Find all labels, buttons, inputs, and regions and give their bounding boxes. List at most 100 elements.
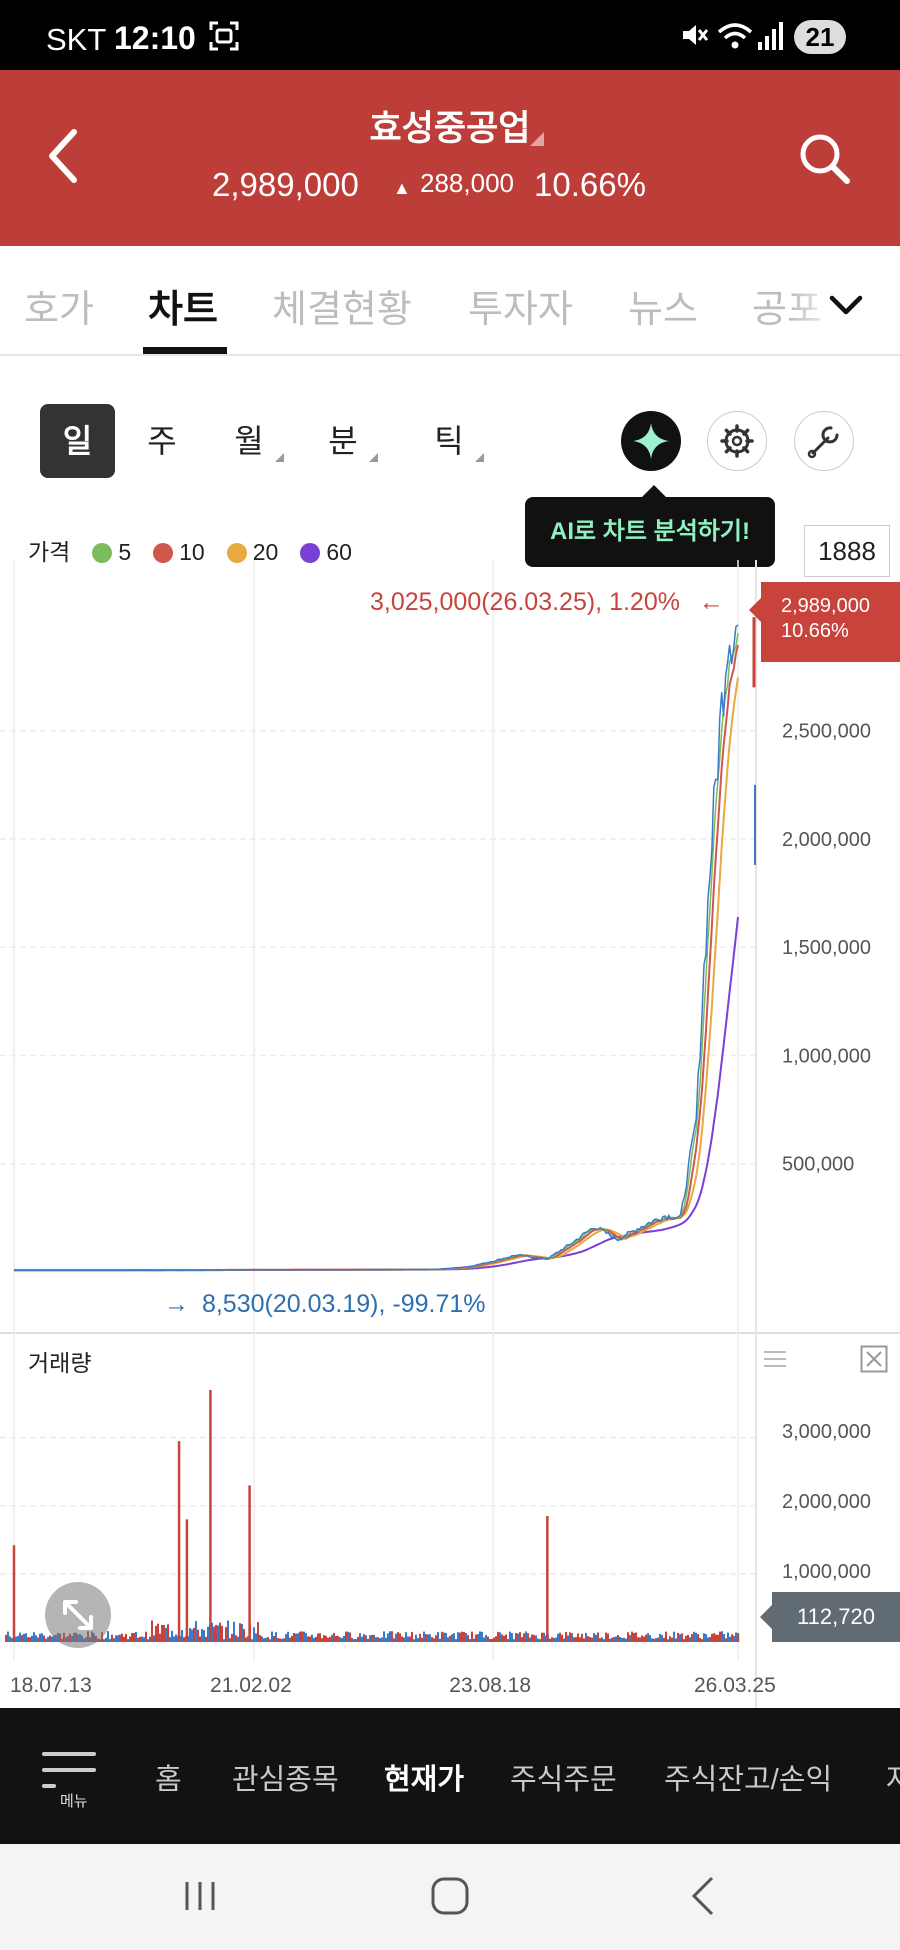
close-icon[interactable] — [860, 1345, 888, 1373]
nav-stock-order[interactable]: 주식주문 — [510, 1764, 617, 1796]
fullscreen-button[interactable] — [45, 1582, 111, 1648]
chevron-down-icon[interactable] — [826, 290, 866, 320]
battery-icon: 21 — [794, 20, 846, 54]
legend-ma20-dot — [226, 543, 247, 563]
hamburger-icon — [42, 1752, 96, 1788]
status-bar: SKT 12:10 21 — [0, 0, 900, 70]
legend-price-label: 가격 — [28, 539, 71, 565]
up-triangle-icon: ▲ — [393, 178, 411, 198]
legend-ma10-label: 10 — [179, 539, 205, 565]
ma20-line — [13, 677, 739, 1272]
back-icon[interactable] — [684, 1874, 724, 1918]
x-tick-label: 18.07.13 — [10, 1674, 92, 1697]
nav-more[interactable]: 자 — [886, 1764, 900, 1796]
system-navigation-bar — [0, 1844, 900, 1950]
stock-name[interactable]: 효성중공업 — [369, 109, 531, 148]
period-week-label: 주 — [147, 423, 177, 459]
dropdown-corner-icon — [275, 453, 284, 462]
tab-trades[interactable]: 체결현황 — [272, 289, 412, 331]
dropdown-corner-icon — [369, 453, 378, 462]
x-tick-label: 26.03.25 — [694, 1674, 776, 1697]
ai-analysis-button[interactable] — [621, 411, 681, 471]
legend-ma20-label: 20 — [252, 539, 279, 565]
volume-y-tick: 1,000,000 — [782, 1561, 871, 1583]
price-tag-value: 2,989,000 — [781, 595, 870, 617]
period-week-button[interactable]: 주 — [132, 404, 192, 478]
x-tick-label: 21.02.02 — [210, 1674, 292, 1697]
current-price-tag: 2,989,000 10.66% — [761, 582, 900, 662]
tab-investors[interactable]: 투자자 — [468, 289, 573, 331]
legend-ma60-dot — [300, 543, 321, 563]
screenshot-icon — [209, 21, 239, 51]
dropdown-corner-icon — [475, 453, 484, 462]
low-annotation-text: 8,530(20.03.19), -99.71% — [201, 1290, 486, 1318]
nav-balance[interactable]: 주식잔고/손익 — [664, 1764, 833, 1796]
period-tick-label: 틱 — [434, 423, 464, 459]
menu-button[interactable] — [40, 1748, 100, 1808]
tabs-fade — [790, 246, 900, 354]
price-tag-rate: 10.66% — [781, 620, 849, 642]
active-tab-indicator — [143, 347, 227, 354]
tab-orderbook[interactable]: 호가 — [24, 289, 94, 331]
period-tick-button[interactable]: 틱 — [418, 404, 484, 478]
volume-tag-notch — [760, 1605, 772, 1629]
tooltip-arrow — [641, 485, 667, 498]
chart-settings-button[interactable] — [707, 411, 767, 471]
period-month-button[interactable]: 월 — [218, 404, 284, 478]
stock-header: 효성중공업 2,989,000 ▲ 288,000 10.66% — [0, 70, 900, 246]
search-icon[interactable] — [796, 130, 852, 186]
price-tag-notch — [749, 598, 761, 622]
nav-current-price[interactable]: 현재가 — [384, 1764, 465, 1796]
x-tick-label: 23.08.18 — [449, 1674, 531, 1697]
period-day-button[interactable]: 일 — [40, 404, 115, 478]
signal-icon — [758, 22, 783, 50]
price-change: 288,000 — [420, 168, 514, 198]
visible-candle-count[interactable]: 1888 — [804, 525, 890, 577]
period-month-label: 월 — [234, 423, 264, 459]
drag-handle-icon[interactable] — [762, 1348, 788, 1370]
chart-legend: 가격 5 10 20 60 — [28, 533, 352, 567]
legend-ma5-dot — [92, 543, 113, 563]
legend-ma10-dot — [153, 543, 174, 563]
back-arrow-icon[interactable] — [44, 126, 84, 186]
price-chart[interactable]: 500,000 1,000,000 1,500,000 2,000,000 2,500,… — [0, 0, 900, 1708]
home-icon[interactable] — [428, 1874, 472, 1918]
volume-y-tick: 2,000,000 — [782, 1491, 871, 1513]
clock: 12:10 — [114, 20, 196, 56]
high-annotation-text: 3,025,000(26.03.25), 1.20% — [370, 588, 680, 616]
nav-home[interactable]: 홈 — [155, 1764, 182, 1796]
sparkle-icon — [633, 423, 669, 459]
current-volume-tag: 112,720 — [772, 1592, 900, 1642]
carrier-label: SKT — [46, 22, 107, 57]
volume-title: 거래량 — [28, 1350, 92, 1376]
nav-watchlist[interactable]: 관심종목 — [232, 1764, 339, 1796]
wrench-icon — [807, 426, 839, 459]
gear-icon — [720, 424, 754, 458]
recent-apps-icon[interactable] — [180, 1876, 220, 1916]
mute-icon — [683, 25, 709, 45]
low-annotation: → 8,530(20.03.19), -99.71% — [164, 1290, 486, 1319]
ma10-line — [13, 644, 739, 1272]
wifi-icon — [717, 23, 753, 49]
tab-news[interactable]: 뉴스 — [628, 289, 698, 331]
tab-chart[interactable]: 차트 — [148, 289, 218, 331]
expand-icon — [63, 1600, 93, 1630]
price-y-tick: 1,000,000 — [782, 1045, 871, 1067]
period-minute-label: 분 — [328, 423, 358, 459]
left-arrow-icon: ← — [698, 588, 724, 616]
price-y-tick: 2,000,000 — [782, 829, 871, 851]
price-y-tick: 500,000 — [782, 1154, 854, 1176]
stock-select-caret-icon[interactable] — [530, 132, 544, 146]
price-y-tick: 2,500,000 — [782, 721, 871, 743]
ai-tooltip[interactable]: AI로 차트 분석하기! — [525, 497, 775, 567]
right-arrow-icon: → — [164, 1290, 189, 1318]
period-minute-button[interactable]: 분 — [312, 404, 378, 478]
ma60-line — [13, 916, 739, 1272]
current-price: 2,989,000 — [212, 166, 359, 203]
detail-tabs: 호가 차트 체결현황 투자자 뉴스 공포 — [0, 246, 900, 356]
volume-y-tick: 3,000,000 — [782, 1421, 871, 1443]
legend-ma5-label: 5 — [118, 539, 132, 565]
chart-tools-button[interactable] — [794, 411, 854, 471]
high-annotation: 3,025,000(26.03.25), 1.20% ← — [370, 588, 724, 617]
price-line — [13, 624, 739, 1272]
